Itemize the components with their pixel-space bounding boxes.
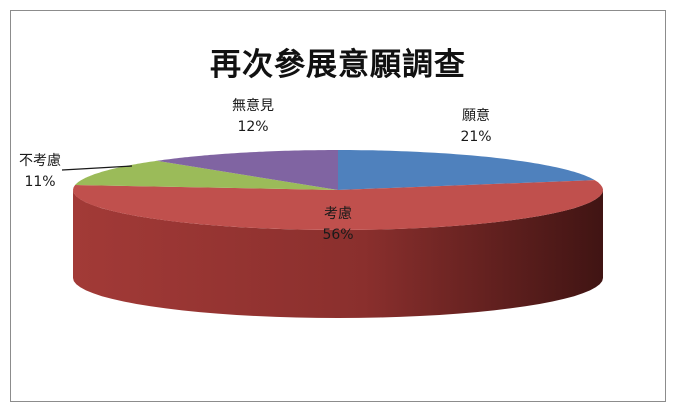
pie-slice-3 xyxy=(156,150,338,190)
pie-sides xyxy=(73,190,603,318)
side-slice-1 xyxy=(73,190,603,318)
pie-tops xyxy=(73,150,603,230)
data-value-slice-0: 21% xyxy=(460,129,491,145)
data-label-slice-0: 願意 xyxy=(462,107,490,124)
data-value-slice-3: 12% xyxy=(237,119,268,135)
data-label-slice-1: 考慮 xyxy=(324,206,352,222)
pie-slice-0 xyxy=(338,150,595,190)
pie-slice-2 xyxy=(75,160,338,190)
pie-slice-1 xyxy=(73,180,603,230)
chart-title: 再次參展意願調查 xyxy=(210,47,466,83)
data-value-slice-1: 56% xyxy=(322,227,353,243)
data-label-slice-3: 無意見 xyxy=(232,97,274,114)
pie-labels: 願意 21% 考慮 56% 不考慮 11% 無意見 12% xyxy=(19,97,492,243)
data-value-slice-2: 11% xyxy=(24,174,55,190)
leader-line xyxy=(61,165,133,171)
data-label-slice-2: 不考慮 xyxy=(19,153,61,169)
